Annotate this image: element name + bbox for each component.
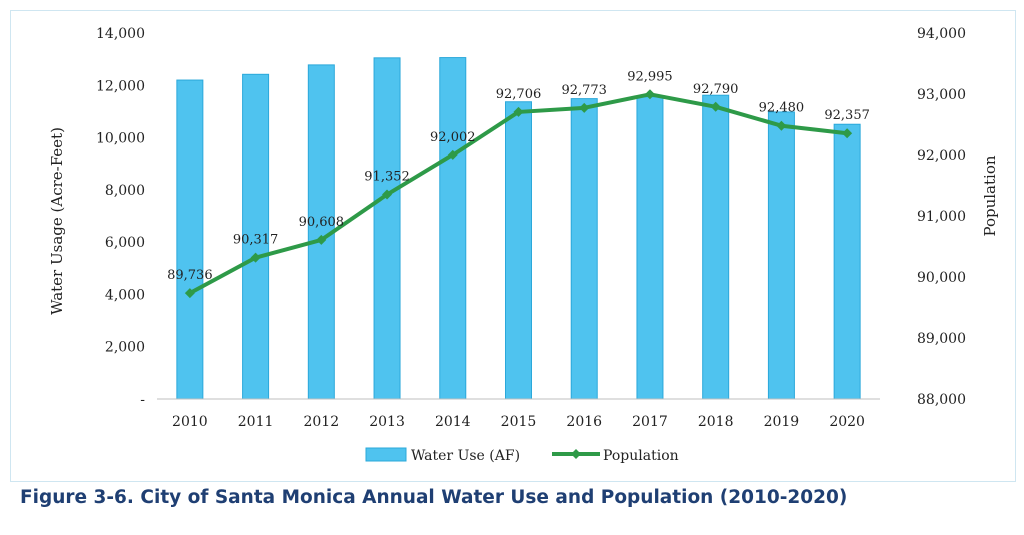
population-data-label: 92,995 [627,69,673,84]
water-use-bar [767,111,795,400]
population-marker [842,128,853,139]
legend-label-population: Population [603,448,679,464]
population-data-label: 92,706 [496,87,542,102]
x-axis-tick-label: 2016 [566,414,602,430]
x-axis-tick-label: 2020 [829,414,865,430]
population-data-label: 90,317 [233,233,279,248]
y2-axis-tick-label: 92,000 [917,148,966,164]
legend-label-water-use: Water Use (AF) [411,448,520,464]
y-axis-tick-label: 6,000 [105,235,145,251]
water-use-bar [636,96,664,400]
population-marker [513,106,524,117]
water-use-bar [570,98,598,400]
population-data-label: 92,002 [430,130,476,145]
population-data-label: 92,480 [759,101,805,116]
x-axis-tick-label: 2019 [764,414,800,430]
x-axis-tick-label: 2012 [303,414,339,430]
x-axis-tick-label: 2014 [435,414,471,430]
y2-axis-tick-label: 88,000 [917,392,966,408]
population-marker [579,102,590,113]
y-axis-tick-label: 12,000 [96,78,145,94]
population-data-label: 92,790 [693,82,739,97]
combo-chart: - 2,000 4,000 6,000 8,000 10,000 12,000 14,000 8… [48,26,999,464]
x-axis-tick-label: 2011 [238,414,274,430]
population-data-label: 92,357 [824,108,870,123]
x-axis-tick-label: 2017 [632,414,668,430]
population-marker [776,120,787,131]
y-axis-tick-label: 2,000 [105,340,145,356]
population-data-label: 92,773 [561,83,607,98]
y2-axis-tick-label: 90,000 [917,270,966,286]
water-use-bar [702,94,730,400]
population-marker [250,252,261,263]
population-marker [644,89,655,100]
water-use-bar [373,57,401,400]
water-use-bar [505,101,532,400]
population-marker [184,288,195,299]
y2-axis-tick-label: 89,000 [917,331,966,347]
population-marker [447,149,458,160]
x-axis-tick-label: 2010 [172,414,208,430]
population-data-label: 91,352 [364,170,410,185]
y2-axis-tick-label: 91,000 [917,209,966,225]
population-data-label: 89,736 [167,268,213,283]
water-use-bar [833,123,861,400]
water-use-bar [439,57,467,400]
y2-axis-tick-label: 94,000 [917,26,966,42]
population-marker [316,234,327,245]
y-axis-tick-label: 14,000 [96,26,145,42]
x-axis-tick-label: 2013 [369,414,405,430]
y-axis-tick-label: 4,000 [105,287,145,303]
y-axis-tick-label: 10,000 [96,131,145,147]
y-axis-tick-label: 8,000 [105,183,145,199]
legend-line-marker [571,449,581,459]
population-marker [382,189,393,200]
chart-frame: - 2,000 4,000 6,000 8,000 10,000 12,000 14,000 8… [10,10,1016,482]
water-use-bar [176,79,204,400]
population-data-label: 90,608 [299,215,345,230]
y2-axis-title: Population [981,155,999,236]
x-axis-tick-label: 2018 [698,414,734,430]
y-axis-title: Water Usage (Acre-Feet) [48,127,66,315]
legend-bar-swatch [365,447,407,462]
y-axis-tick-label: - [140,392,145,408]
x-axis-tick-label: 2015 [501,414,537,430]
y2-axis-tick-label: 93,000 [917,87,966,103]
figure-caption: Figure 3-6. City of Santa Monica Annual … [20,487,848,508]
water-use-bar [242,73,270,400]
population-marker [710,101,721,112]
